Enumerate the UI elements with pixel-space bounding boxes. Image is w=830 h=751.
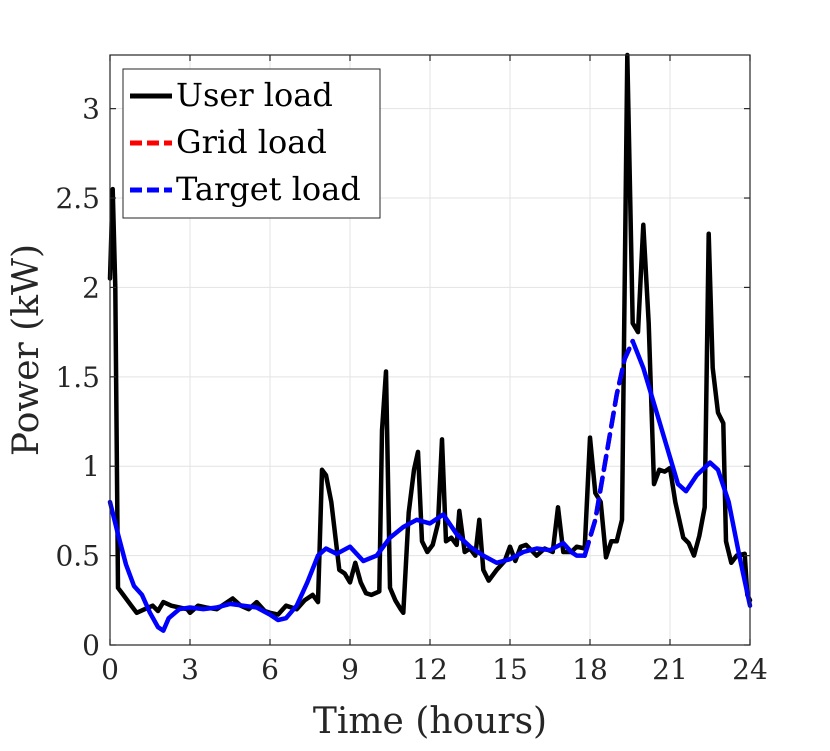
x-tick-label: 21 — [652, 653, 688, 686]
x-tick-label: 0 — [101, 653, 119, 686]
x-tick-label: 3 — [181, 653, 199, 686]
y-tick-label: 2 — [82, 271, 100, 304]
x-tick-label: 24 — [732, 653, 768, 686]
y-tick-label: 0 — [82, 629, 100, 662]
y-tick-labels: 0 0.5 1 1.5 2 2.5 3 — [55, 93, 100, 662]
legend: User load Grid load Target load — [122, 68, 381, 219]
y-tick-label: 1 — [82, 450, 100, 483]
target-load-line-dashed — [582, 338, 635, 558]
y-tick-label: 2.5 — [55, 182, 100, 215]
target-load-line — [107, 499, 587, 633]
x-tick-label: 15 — [492, 653, 528, 686]
legend-label-grid-load: Grid load — [176, 123, 327, 161]
legend-label-target-load: Target load — [176, 170, 361, 208]
y-axis-label: Power (kW) — [6, 244, 47, 456]
y-tick-label: 3 — [82, 93, 100, 126]
user-load-line — [107, 52, 753, 617]
x-tick-label: 9 — [341, 653, 359, 686]
x-axis-label: Time (hours) — [313, 701, 547, 742]
x-tick-label: 18 — [572, 653, 608, 686]
series-layer — [107, 52, 753, 633]
legend-label-user-load: User load — [176, 76, 333, 114]
ticks — [109, 55, 751, 646]
target-load-line — [630, 338, 753, 608]
x-tick-label: 12 — [412, 653, 448, 686]
x-tick-label: 6 — [261, 653, 279, 686]
y-tick-label: 1.5 — [55, 361, 100, 394]
x-tick-labels: 0 3 6 9 12 15 18 21 24 — [101, 653, 768, 686]
y-tick-label: 0.5 — [55, 540, 100, 573]
